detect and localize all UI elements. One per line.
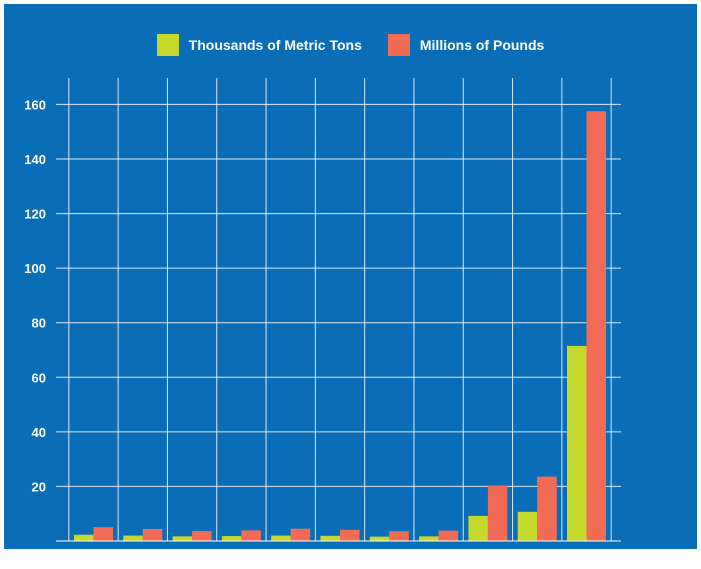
bar-pounds-2014 xyxy=(340,529,360,541)
chart-legend: Thousands of Metric Tons Millions of Pou… xyxy=(4,34,697,56)
bar-metric-tons-2015 xyxy=(369,536,390,541)
bar-metric-tons-2019 xyxy=(567,345,587,541)
legend-item-pounds: Millions of Pounds xyxy=(387,34,545,56)
bar-pounds-2012 xyxy=(241,530,261,541)
bar-pounds-2010 xyxy=(142,528,163,541)
x-tick-label: 2017 xyxy=(473,546,502,549)
bar-metric-tons-2018 xyxy=(517,511,538,541)
y-tick-label: 140 xyxy=(24,152,46,167)
x-tick-label: 2010 xyxy=(128,546,157,549)
x-tick-label: 2015 xyxy=(375,546,404,549)
bar-pounds-2009 xyxy=(93,527,113,541)
chart-panel: Thousands of Metric Tons Millions of Pou… xyxy=(4,4,697,549)
y-tick-label: 40 xyxy=(32,425,46,440)
bar-pounds-2015 xyxy=(389,531,409,541)
bar-metric-tons-2014 xyxy=(320,535,340,541)
bar-pounds-2017 xyxy=(487,485,508,541)
legend-item-metric-tons: Thousands of Metric Tons xyxy=(156,34,362,56)
y-tick-label: 60 xyxy=(32,370,46,385)
bar-pounds-2016 xyxy=(438,530,459,541)
bar-pounds-2019 xyxy=(586,111,606,541)
x-tick-label: 2013 xyxy=(276,546,305,549)
bars xyxy=(74,111,606,541)
bar-metric-tons-2010 xyxy=(123,535,143,541)
legend-label-pounds: Millions of Pounds xyxy=(419,37,545,53)
y-tick-label: 80 xyxy=(32,316,46,331)
bar-metric-tons-2017 xyxy=(468,515,488,541)
y-tick-label: 120 xyxy=(24,207,46,222)
bar-metric-tons-2016 xyxy=(419,536,439,541)
x-tick-label: 2009 xyxy=(79,546,108,549)
bar-metric-tons-2009 xyxy=(74,534,94,541)
bar-pounds-2011 xyxy=(192,530,212,541)
bar-metric-tons-2013 xyxy=(271,535,291,541)
y-tick-label: 160 xyxy=(24,97,46,112)
grid xyxy=(56,78,621,541)
x-tick-label: 2011 xyxy=(178,546,206,549)
x-tick-label: 2016 xyxy=(424,546,453,549)
y-tick-label: 20 xyxy=(32,479,46,494)
bar-chart: 20 40 60 80 100 120 140 160 2009 2010 2011 2012 2013… xyxy=(24,78,621,549)
bar-metric-tons-2012 xyxy=(221,536,242,541)
bar-metric-tons-2011 xyxy=(172,536,193,541)
y-tick-label: 100 xyxy=(24,261,46,276)
bar-pounds-2018 xyxy=(537,476,557,541)
bar-pounds-2013 xyxy=(290,528,311,541)
legend-label-metric-tons: Thousands of Metric Tons xyxy=(188,37,362,53)
x-tick-label: 2012 xyxy=(227,546,256,549)
legend-swatch-pounds xyxy=(387,34,410,56)
x-tick-label: 2018 xyxy=(523,546,552,549)
legend-swatch-metric-tons xyxy=(156,34,179,56)
x-tick-label: 2019 xyxy=(572,546,601,549)
